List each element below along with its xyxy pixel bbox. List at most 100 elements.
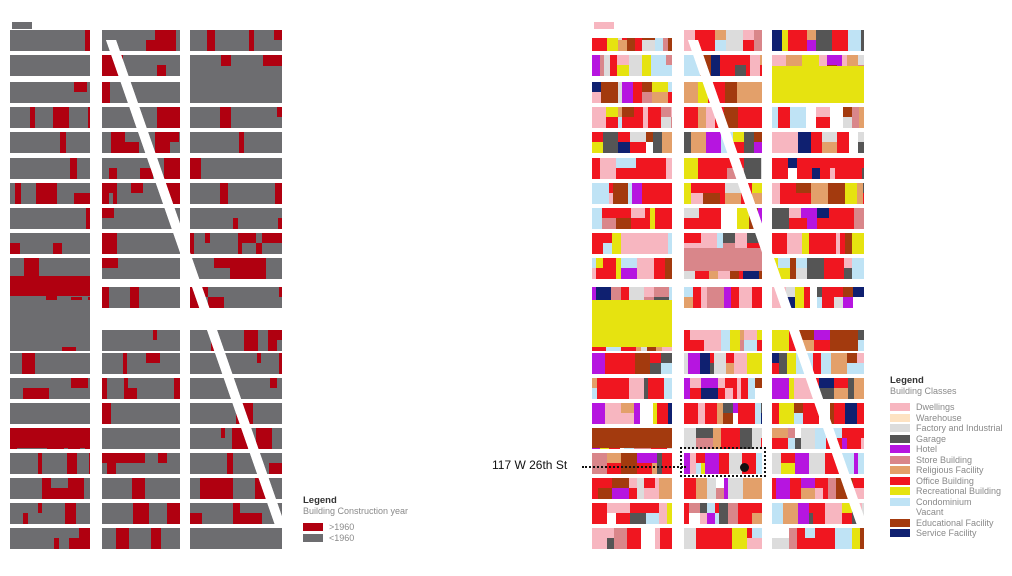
building-lot: [102, 158, 109, 179]
building-lot: [592, 55, 600, 76]
building-lot: [172, 183, 180, 204]
building-lot: [128, 428, 142, 449]
building-lot: [848, 30, 861, 51]
building-lot: [160, 353, 165, 363]
building-lot: [10, 478, 25, 499]
building-lot: [10, 453, 23, 474]
building-lot: [34, 503, 38, 524]
building-lot: [35, 353, 48, 374]
building-lot: [213, 132, 225, 142]
building-lot: [754, 30, 762, 51]
building-lot: [276, 488, 282, 499]
building-lot: [135, 65, 150, 76]
street-gap: [592, 30, 672, 38]
building-lot: [10, 403, 17, 413]
building-lot: [128, 208, 133, 229]
building-lot: [622, 82, 633, 103]
building-lot: [125, 413, 134, 424]
building-lot: [194, 233, 205, 254]
building-lot: [102, 428, 111, 449]
building-lot: [666, 158, 672, 179]
building-lot: [857, 183, 863, 204]
building-lot: [737, 82, 752, 103]
building-lot: [46, 287, 57, 308]
building-lot: [857, 353, 864, 363]
legend-item: Educational Facility: [890, 518, 1003, 529]
building-lot: [23, 513, 28, 524]
building-lot: [788, 158, 797, 168]
building-lot: [201, 168, 218, 179]
building-lot: [690, 330, 704, 340]
building-lot: [663, 30, 668, 51]
building-lot: [707, 478, 716, 499]
building-lot: [171, 403, 180, 424]
building-lot: [661, 107, 671, 117]
building-lot: [789, 218, 801, 229]
building-lot: [37, 378, 49, 388]
building-lot: [53, 258, 70, 279]
building-lot: [671, 117, 672, 128]
building-lot: [780, 183, 796, 193]
building-lot: [270, 353, 274, 363]
building-lot: [810, 287, 817, 297]
building-lot: [17, 403, 29, 424]
building-lot: [684, 218, 699, 229]
building-lot: [644, 488, 655, 499]
building-lot: [611, 287, 621, 308]
building-lot: [227, 453, 233, 474]
building-lot: [684, 233, 701, 243]
building-lot: [723, 413, 733, 424]
building-lot: [226, 158, 232, 168]
building-lot: [743, 40, 754, 51]
building-lot: [592, 453, 607, 474]
building-lot: [198, 142, 207, 153]
building-lot: [744, 132, 754, 153]
building-lot: [761, 168, 762, 179]
building-lot: [684, 82, 698, 103]
building-lot: [139, 330, 149, 340]
building-lot: [725, 183, 741, 193]
building-lot: [852, 107, 859, 128]
building-lot: [268, 413, 279, 424]
building-lot: [131, 193, 143, 204]
building-lot: [684, 107, 698, 128]
building-lot: [760, 55, 762, 65]
building-lot: [665, 258, 672, 279]
building-lot: [77, 158, 88, 179]
building-lot: [618, 107, 622, 117]
building-lot: [262, 117, 270, 128]
building-lot: [861, 438, 864, 449]
building-lot: [53, 243, 62, 254]
building-lot: [720, 183, 725, 193]
building-lot: [809, 233, 826, 254]
building-lot: [704, 330, 711, 351]
building-lot: [845, 183, 857, 204]
building-lot: [844, 258, 852, 268]
building-lot: [772, 478, 776, 499]
building-lot: [616, 258, 621, 279]
building-lot: [817, 208, 829, 218]
building-lot: [179, 132, 180, 153]
building-lot: [710, 363, 714, 374]
building-lot: [801, 428, 815, 449]
building-lot: [130, 30, 137, 51]
building-lot: [817, 297, 822, 308]
building-lot: [684, 353, 688, 374]
building-lot: [684, 453, 690, 474]
building-lot: [840, 353, 847, 374]
building-lot: [690, 388, 701, 399]
building-lot: [133, 503, 149, 524]
building-lot: [204, 428, 221, 449]
building-lot: [25, 488, 42, 499]
building-lot: [668, 92, 672, 103]
building-lot: [624, 158, 636, 168]
building-lot: [805, 528, 815, 538]
building-lot: [859, 107, 864, 128]
building-lot: [854, 378, 864, 399]
building-lot: [23, 117, 30, 128]
building-lot: [684, 340, 690, 351]
building-lot: [834, 378, 848, 388]
building-lot: [684, 403, 698, 424]
building-lot: [819, 378, 834, 388]
building-lot: [717, 403, 723, 424]
